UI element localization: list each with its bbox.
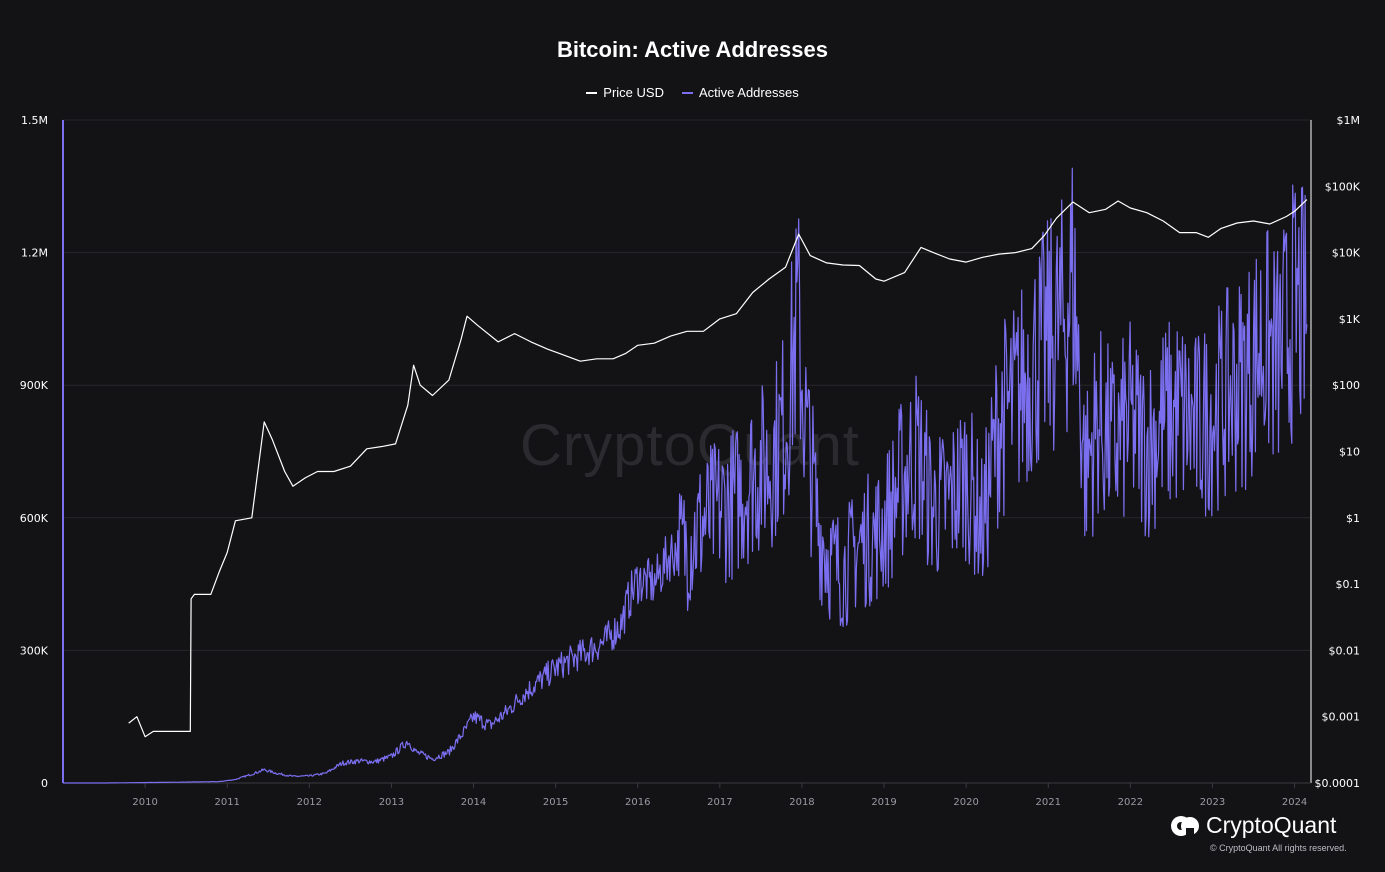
right-axis-tick-label: $100K — [1325, 180, 1361, 193]
right-axis-tick-label: $10K — [1332, 247, 1361, 260]
x-axis-tick-label: 2012 — [297, 797, 322, 808]
legend-item-active-addresses[interactable]: Active Addresses — [681, 85, 799, 100]
right-axis-tick-label: $10 — [1339, 446, 1360, 459]
legend-swatch-price — [586, 91, 598, 94]
series-line-active-addresses[interactable] — [63, 167, 1308, 784]
x-axis-tick-label: 2020 — [953, 797, 978, 808]
left-axis-tick-label: 1.5M — [21, 114, 48, 127]
x-axis-tick-label: 2013 — [379, 797, 404, 808]
copyright-text: © CryptoQuant All rights reserved. — [1210, 843, 1347, 853]
brand-logo: CryptoQuant — [1170, 812, 1336, 839]
right-axis-tick-label: $100 — [1332, 379, 1360, 392]
legend-label-price: Price USD — [603, 85, 664, 100]
left-axis-tick-label: 900K — [20, 379, 49, 392]
x-axis-tick-label: 2018 — [789, 797, 814, 808]
x-axis-tick-label: 2019 — [871, 797, 896, 808]
series-line-price-usd[interactable] — [128, 199, 1308, 738]
x-axis-tick-label: 2011 — [214, 797, 239, 808]
x-axis-tick-label: 2015 — [543, 797, 568, 808]
left-axis-tick-label: 600K — [20, 512, 49, 525]
left-axis-tick-label: 1.2M — [21, 247, 48, 260]
x-axis-tick-label: 2022 — [1118, 797, 1143, 808]
legend-label-active-addresses: Active Addresses — [698, 85, 799, 100]
right-axis-tick-label: $1 — [1346, 512, 1360, 525]
left-axis-tick-label: 300K — [20, 644, 49, 657]
right-axis-tick-label: $0.01 — [1329, 644, 1361, 657]
chart-title: Bitcoin: Active Addresses — [556, 37, 828, 62]
left-axis-tick-label: 0 — [41, 777, 48, 790]
x-axis-tick-label: 2014 — [461, 797, 486, 808]
legend-swatch-active-addresses — [681, 91, 693, 94]
x-axis-tick-label: 2021 — [1036, 797, 1061, 808]
right-axis-tick-label: $0.0001 — [1315, 777, 1361, 790]
x-axis-tick-label: 2023 — [1200, 797, 1225, 808]
right-axis-tick-label: $0.001 — [1322, 711, 1361, 724]
brand-logo-text: CryptoQuant — [1206, 812, 1337, 838]
x-axis-tick-label: 2024 — [1282, 797, 1307, 808]
chart-legend: Price USD Active Addresses — [0, 85, 1385, 100]
right-axis-tick-label: $1M — [1337, 114, 1361, 127]
x-axis-tick-label: 2010 — [132, 797, 157, 808]
x-axis-tick-label: 2017 — [707, 797, 732, 808]
right-axis-tick-label: $0.1 — [1336, 578, 1361, 591]
x-axis-tick-label: 2016 — [625, 797, 650, 808]
right-axis-tick-label: $1K — [1339, 313, 1361, 326]
brand-logo-icon — [1171, 815, 1199, 836]
legend-item-price[interactable]: Price USD — [586, 85, 664, 100]
